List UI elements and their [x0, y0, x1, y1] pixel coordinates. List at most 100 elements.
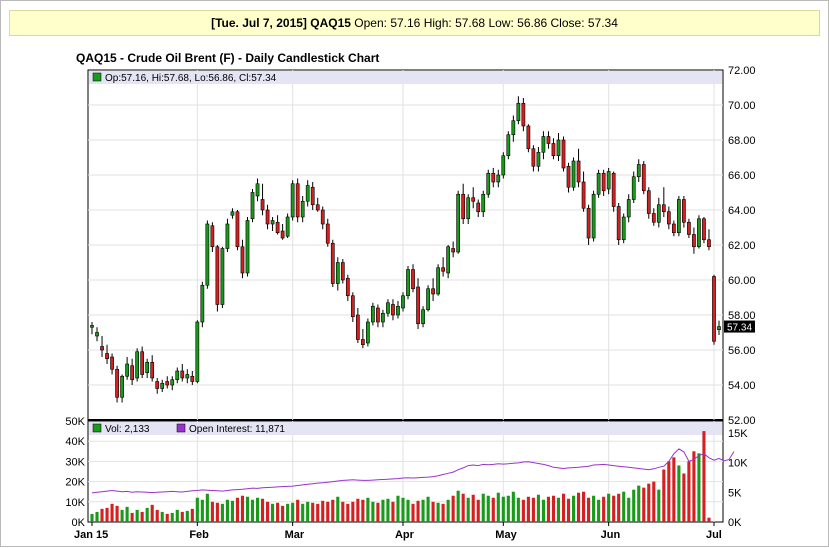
volume-bar [235, 497, 240, 522]
candle-body [290, 183, 295, 218]
volume-bar [692, 451, 696, 522]
volume-bar [366, 497, 370, 522]
candle-body [626, 199, 631, 218]
candle-body [245, 220, 250, 274]
price-tick-label: 64.00 [728, 205, 756, 217]
volume-bar [461, 493, 465, 522]
volume-bar [667, 461, 671, 522]
volume-bar [441, 503, 445, 522]
volume-bar [376, 502, 380, 522]
price-tick-label: 52.00 [728, 415, 756, 427]
candle-body [300, 200, 305, 218]
candle-body [130, 365, 134, 381]
candle-body [677, 199, 681, 234]
volume-bar [150, 504, 154, 522]
volume-bar [240, 495, 245, 522]
candle-body [160, 382, 165, 389]
candle-body [195, 321, 200, 382]
volume-bar [205, 493, 209, 522]
chart-title: QAQ15 - Crude Oil Brent (F) - Daily Cand… [76, 51, 380, 65]
candle-body [511, 120, 516, 136]
volume-bar [220, 503, 224, 522]
volume-legend-swatch [92, 423, 102, 433]
candle-body [190, 375, 195, 382]
candle-body [641, 164, 646, 192]
candle-body [516, 102, 521, 122]
candle-body [391, 304, 395, 316]
volume-bar [296, 499, 300, 522]
volume-bar [536, 494, 540, 522]
candle-body [496, 174, 501, 183]
candle-body [170, 379, 175, 386]
price-tick-label: 68.00 [728, 135, 756, 147]
oi-tick-label: 10K [728, 458, 748, 470]
candle-body [90, 325, 94, 328]
volume-bar [637, 485, 641, 522]
volume-bar [175, 509, 179, 522]
candle-body [305, 185, 310, 202]
candle-body [125, 363, 129, 377]
high-value: 57.68 [455, 16, 486, 30]
candle-body [551, 143, 556, 157]
candle-body [586, 207, 591, 239]
candle-body [100, 346, 104, 351]
volume-bar [566, 498, 571, 522]
volume-bar [451, 495, 455, 522]
candle-body [340, 262, 345, 281]
candle-body [446, 246, 450, 274]
candle-body [345, 277, 350, 297]
candle-body [145, 361, 150, 374]
volume-bar [351, 501, 355, 522]
candle-body [185, 374, 190, 379]
candle-body [396, 305, 400, 316]
volume-bar [281, 505, 285, 522]
candle-body [325, 223, 330, 244]
volume-bar [526, 496, 530, 522]
candle-body [526, 125, 531, 150]
price-tick-label: 58.00 [728, 310, 756, 322]
volume-tick-label: 0K [72, 517, 86, 529]
candle-body [376, 307, 380, 323]
candle-body [95, 332, 99, 337]
volume-bar [95, 511, 99, 522]
volume-bar [632, 489, 636, 522]
candle-body [546, 136, 551, 144]
candle-body [225, 223, 230, 249]
open-interest-line [91, 448, 735, 494]
candle-body [150, 361, 155, 379]
candle-body [105, 353, 109, 360]
volume-bar [511, 491, 515, 522]
volume-bar [311, 502, 315, 522]
candle-body [110, 356, 114, 370]
candle-body [115, 368, 119, 398]
volume-bar [612, 495, 616, 522]
volume-bar [276, 502, 280, 522]
date-label: May [495, 529, 517, 541]
low-value: 56.86 [517, 16, 548, 30]
volume-bar [481, 493, 485, 522]
volume-tick-label: 20K [65, 477, 85, 489]
volume-bar [170, 512, 174, 522]
volume-legend-bar [89, 422, 722, 435]
candle-body [476, 202, 481, 213]
candle-body [581, 181, 586, 209]
volume-bar [160, 511, 164, 522]
price-legend-swatch [92, 72, 102, 82]
candle-body [330, 242, 335, 284]
volume-bar [100, 508, 104, 522]
candle-body [481, 193, 486, 213]
candle-body [260, 199, 265, 211]
last-price-label: 57.34 [727, 323, 752, 334]
candle-body [666, 211, 671, 225]
volume-bar [431, 501, 435, 522]
volume-bar [130, 512, 134, 522]
volume-bar [215, 502, 219, 522]
price-tick-label: 56.00 [728, 345, 756, 357]
volume-bar [260, 498, 265, 522]
candle-body [175, 370, 180, 381]
candle-body [697, 218, 701, 248]
candle-body [606, 171, 611, 190]
volume-tick-label: 10K [65, 497, 85, 509]
candle-body [426, 288, 430, 311]
